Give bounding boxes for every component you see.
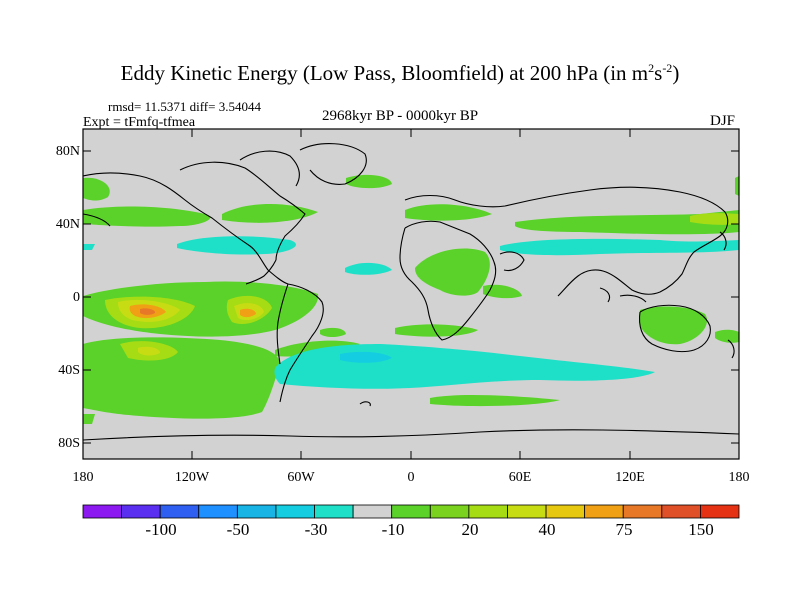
colorbar-label: 150: [688, 520, 714, 539]
anomaly-region: [715, 329, 739, 343]
anomaly-region: [395, 324, 478, 337]
colorbar-swatch: [275, 504, 315, 519]
anomaly-region: [735, 176, 739, 196]
lon-tick-label: 120E: [615, 470, 645, 485]
figure-title: Eddy Kinetic Energy (Low Pass, Bloomfiel…: [120, 61, 680, 85]
colorbar-swatch: [391, 504, 431, 519]
colorbar-label: 40: [538, 520, 556, 539]
anomaly-region: [83, 177, 110, 201]
lat-tick-label: 40N: [55, 217, 80, 232]
colorbar-swatch: [198, 504, 238, 519]
axis-ticks: [83, 129, 739, 459]
colorbar-swatch: [429, 504, 470, 519]
anomaly-region: [240, 308, 256, 318]
anomaly-region: [405, 204, 492, 221]
coastlines: [83, 143, 739, 441]
anomaly-region: [140, 308, 156, 315]
anomaly-region: [83, 244, 95, 250]
colorbar-swatch: [236, 504, 277, 519]
colorbar-swatch: [121, 504, 161, 519]
anomaly-region: [138, 346, 160, 356]
experiment-label: Expt = tFmfq-tfmea: [83, 115, 196, 130]
colorbar-label: 20: [461, 520, 479, 539]
anomaly-region: [340, 351, 392, 363]
anomaly-region: [515, 210, 739, 235]
stats-text: rmsd= 11.5371 diff= 3.54044: [108, 99, 261, 114]
colorbar-swatch: [545, 504, 586, 519]
anomaly-region: [430, 394, 560, 407]
colorbar-swatch: [82, 504, 122, 519]
anomaly-region: [345, 262, 392, 275]
anomaly-region: [320, 327, 346, 337]
lat-tick-label: 80S: [58, 436, 80, 451]
anomaly-region: [640, 306, 708, 345]
colorbar-swatch: [352, 504, 393, 519]
anomaly-region: [346, 174, 392, 189]
colorbar-swatch: [314, 504, 354, 519]
lon-tick-label: 0: [407, 470, 415, 485]
colorbar-label: 75: [615, 520, 633, 539]
anomaly-region: [83, 206, 211, 227]
colorbar-swatch: [700, 504, 740, 519]
lat-tick-label: 80N: [55, 144, 80, 159]
lon-tick-label: 60E: [508, 470, 532, 485]
anomaly-region: [415, 248, 490, 296]
lon-tick-label: 180: [728, 470, 750, 485]
anomaly-region: [275, 340, 360, 357]
colorbar-swatch: [468, 504, 508, 519]
colorbar-label: -30: [304, 520, 328, 539]
colorbar-label: -100: [145, 520, 177, 539]
season-label: DJF: [710, 113, 736, 129]
colorbar-swatch: [507, 504, 547, 519]
colorbar-label: -50: [226, 520, 250, 539]
lon-tick-label: 120W: [174, 470, 210, 485]
colorbar-swatch: [584, 504, 624, 519]
anomaly-region: [500, 238, 739, 256]
lon-tick-label: 60W: [287, 470, 315, 485]
period-label: 2968kyr BP - 0000kyr BP: [322, 108, 479, 124]
lon-tick-label: 180: [72, 470, 94, 485]
lat-tick-label: 0: [73, 290, 80, 305]
colorbar-swatch: [159, 504, 200, 519]
colorbar-swatch: [661, 504, 701, 519]
colorbar-label: -10: [381, 520, 405, 539]
anomaly-region: [222, 204, 318, 223]
anomaly-region: [483, 284, 522, 299]
colorbar-swatch: [622, 504, 663, 519]
lat-tick-label: 40S: [58, 363, 80, 378]
anomaly-region: [83, 414, 95, 424]
anomaly-region: [177, 236, 296, 255]
